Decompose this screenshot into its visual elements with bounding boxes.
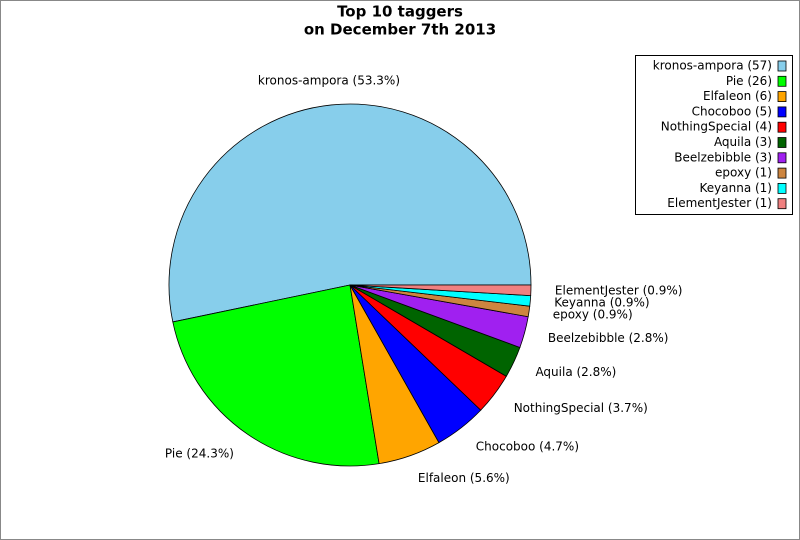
legend-swatch [777,167,787,179]
legend-label: Chocoboo (5) [692,104,772,118]
slice-label: ElementJester (0.9%) [555,284,683,298]
slice-label: Aquila (2.8%) [535,365,616,379]
slice-label: Chocoboo (4.7%) [476,439,579,453]
legend-label: Elfaleon (6) [703,89,772,103]
slice-label: kronos-ampora (53.3%) [258,74,400,88]
legend-label: NothingSpecial (4) [661,120,772,134]
pie-slice [349,284,532,297]
legend-swatch [777,152,787,164]
legend-label: Pie (26) [726,74,772,88]
legend-swatch [777,182,787,194]
legend-swatch [777,121,787,133]
legend-label: ElementJester (1) [667,196,772,210]
chart-subtitle: on December 7th 2013 [304,21,496,39]
legend-swatch [777,137,787,148]
legend-label: Aquila (3) [714,135,772,149]
legend-box [635,55,793,215]
slice-label: Pie (24.3%) [165,446,234,460]
legend-label: epoxy (1) [715,166,772,180]
legend-label: kronos-ampora (57) [653,59,772,73]
legend-swatch [777,198,787,210]
pie-slice [172,284,380,467]
legend-label: Beelzebibble (3) [674,150,772,164]
slice-label: Beelzebibble (2.8%) [548,331,669,345]
chart-title: Top 10 taggers [337,3,463,21]
slice-label: Elfaleon (5.6%) [418,471,510,485]
legend-swatch [777,91,787,102]
slice-label: epoxy (0.9%) [553,307,633,321]
slice-label: Keyanna (0.9%) [554,296,649,310]
legend-swatch [777,106,787,118]
legend-label: Keyanna (1) [700,181,773,195]
pie-slice [168,103,532,323]
legend-swatch [777,75,787,87]
slice-label: NothingSpecial (3.7%) [514,401,648,415]
legend-swatch [777,60,787,72]
